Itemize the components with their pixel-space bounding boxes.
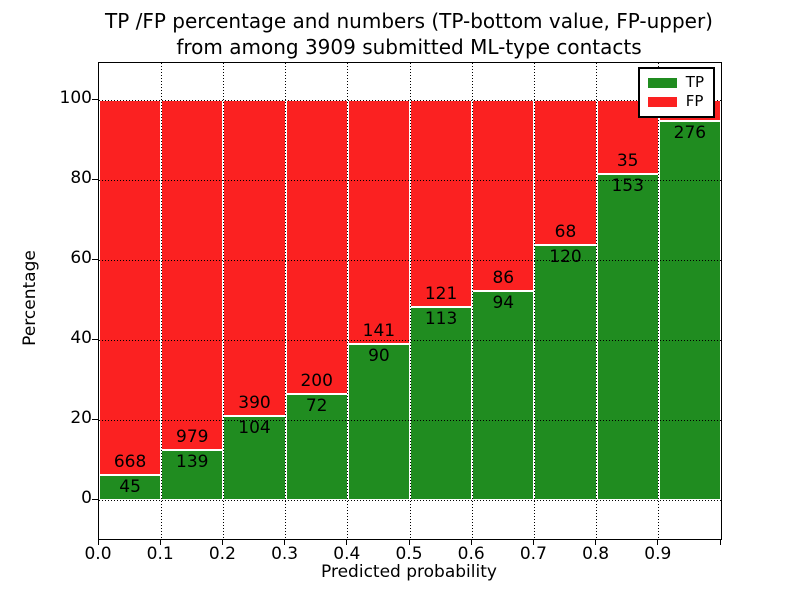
bar-segment-tp [534, 244, 597, 500]
fp-value-label: 86 [492, 268, 515, 289]
bar-segment-tp [658, 120, 721, 500]
chart-title-line1: TP /FP percentage and numbers (TP-bottom… [105, 9, 713, 33]
x-tick-label: 0.4 [333, 544, 361, 564]
x-tick-label: 0.9 [644, 544, 672, 564]
bar-segment-tp [596, 174, 659, 500]
y-axis-tick [92, 179, 98, 180]
plot-area: TP FP 45 668 139 979 104 390 72 200 90 141 113 121 94… [98, 62, 722, 540]
legend-swatch-tp [647, 77, 677, 88]
x-axis-label: Predicted probability [321, 562, 497, 582]
x-axis-tick [657, 540, 659, 545]
bar-segment-fp [99, 100, 162, 475]
x-tick-label: 0.7 [519, 544, 547, 564]
x-tick-label: 0.0 [84, 544, 112, 564]
x-tick-label: 0.1 [146, 544, 174, 564]
x-tick-label: 0.8 [582, 544, 610, 564]
gridline-vertical [471, 63, 473, 539]
bar-segment-fp [410, 100, 473, 307]
bar-segment-fp [285, 100, 348, 394]
tp-value-label: 276 [673, 122, 707, 143]
x-axis-tick [595, 540, 597, 545]
bar-segment-fp [223, 100, 286, 416]
bar-segment-fp [472, 100, 535, 292]
x-axis-tick [221, 540, 223, 545]
y-tick-label: 100 [59, 88, 92, 108]
gridline-vertical [596, 63, 598, 539]
x-axis-tick [470, 540, 472, 545]
legend-label: TP [685, 73, 704, 91]
tp-value-label: 153 [611, 176, 644, 197]
gridline-vertical [533, 63, 535, 539]
fp-value-label: 141 [362, 321, 396, 341]
x-tick-label: 0.2 [208, 544, 236, 564]
tp-value-label: 72 [305, 396, 328, 416]
legend-label: FP [685, 92, 704, 110]
bar-segment-fp [534, 100, 597, 245]
gridline-vertical [285, 63, 287, 539]
y-axis-tick [92, 99, 98, 100]
x-axis-tick [159, 540, 161, 545]
tp-value-label: 113 [424, 308, 458, 329]
x-tick-label: 0.6 [457, 544, 485, 564]
x-axis-tick [284, 540, 286, 545]
fp-value-label: 200 [300, 371, 333, 391]
tp-value-label: 120 [549, 246, 582, 267]
y-axis-tick [92, 259, 98, 260]
y-tick-label: 80 [70, 168, 92, 188]
y-tick-label: 20 [70, 408, 92, 428]
bar-segment-tp [472, 291, 535, 500]
legend-item-fp: FP [647, 92, 704, 111]
bar-segment-tp [223, 415, 286, 500]
gridline-vertical [222, 63, 224, 539]
legend-item-tp: TP [647, 73, 704, 92]
x-axis-tick [532, 540, 534, 545]
bar-segment-fp [347, 100, 410, 344]
fp-value-label: 68 [554, 221, 577, 242]
gridline-vertical [160, 63, 162, 539]
fp-value-label: 979 [176, 427, 209, 448]
fp-value-label: 35 [616, 151, 639, 172]
y-tick-label: 60 [70, 248, 92, 268]
bar-segment-tp [99, 474, 162, 500]
tp-value-label: 94 [492, 293, 515, 314]
tp-value-label: 45 [119, 476, 141, 497]
tp-value-label: 90 [368, 346, 390, 366]
bar-segment-tp [161, 450, 224, 500]
bar-segment-tp [347, 344, 410, 500]
tp-value-label: 104 [238, 417, 271, 438]
x-axis-tick [408, 540, 410, 545]
fp-value-label: 668 [113, 451, 147, 472]
y-axis-tick [92, 499, 98, 500]
bar-segment-tp [285, 394, 348, 500]
legend: TP FP [637, 67, 715, 118]
gridline-vertical [347, 63, 349, 539]
chart-title-line2: from among 3909 submitted ML-type contac… [176, 35, 642, 59]
x-tick-label: 0.5 [395, 544, 423, 564]
chart-title: TP /FP percentage and numbers (TP-bottom… [98, 8, 720, 60]
tp-value-label: 139 [176, 452, 209, 473]
fp-value-label: 121 [424, 283, 458, 304]
legend-swatch-fp [647, 96, 677, 107]
gridline-vertical [658, 63, 660, 539]
bar-segment-fp [161, 100, 224, 451]
bar-segment-tp [410, 306, 473, 500]
gridline-vertical [409, 63, 411, 539]
x-axis-tick [97, 540, 99, 545]
y-axis-tick [92, 339, 98, 340]
x-axis-tick [346, 540, 348, 545]
x-tick-label: 0.3 [271, 544, 299, 564]
y-axis-tick [92, 419, 98, 420]
fp-value-label: 390 [238, 392, 271, 413]
y-tick-label: 0 [81, 488, 92, 508]
y-tick-label: 40 [70, 328, 92, 348]
x-axis-tick [719, 540, 721, 545]
